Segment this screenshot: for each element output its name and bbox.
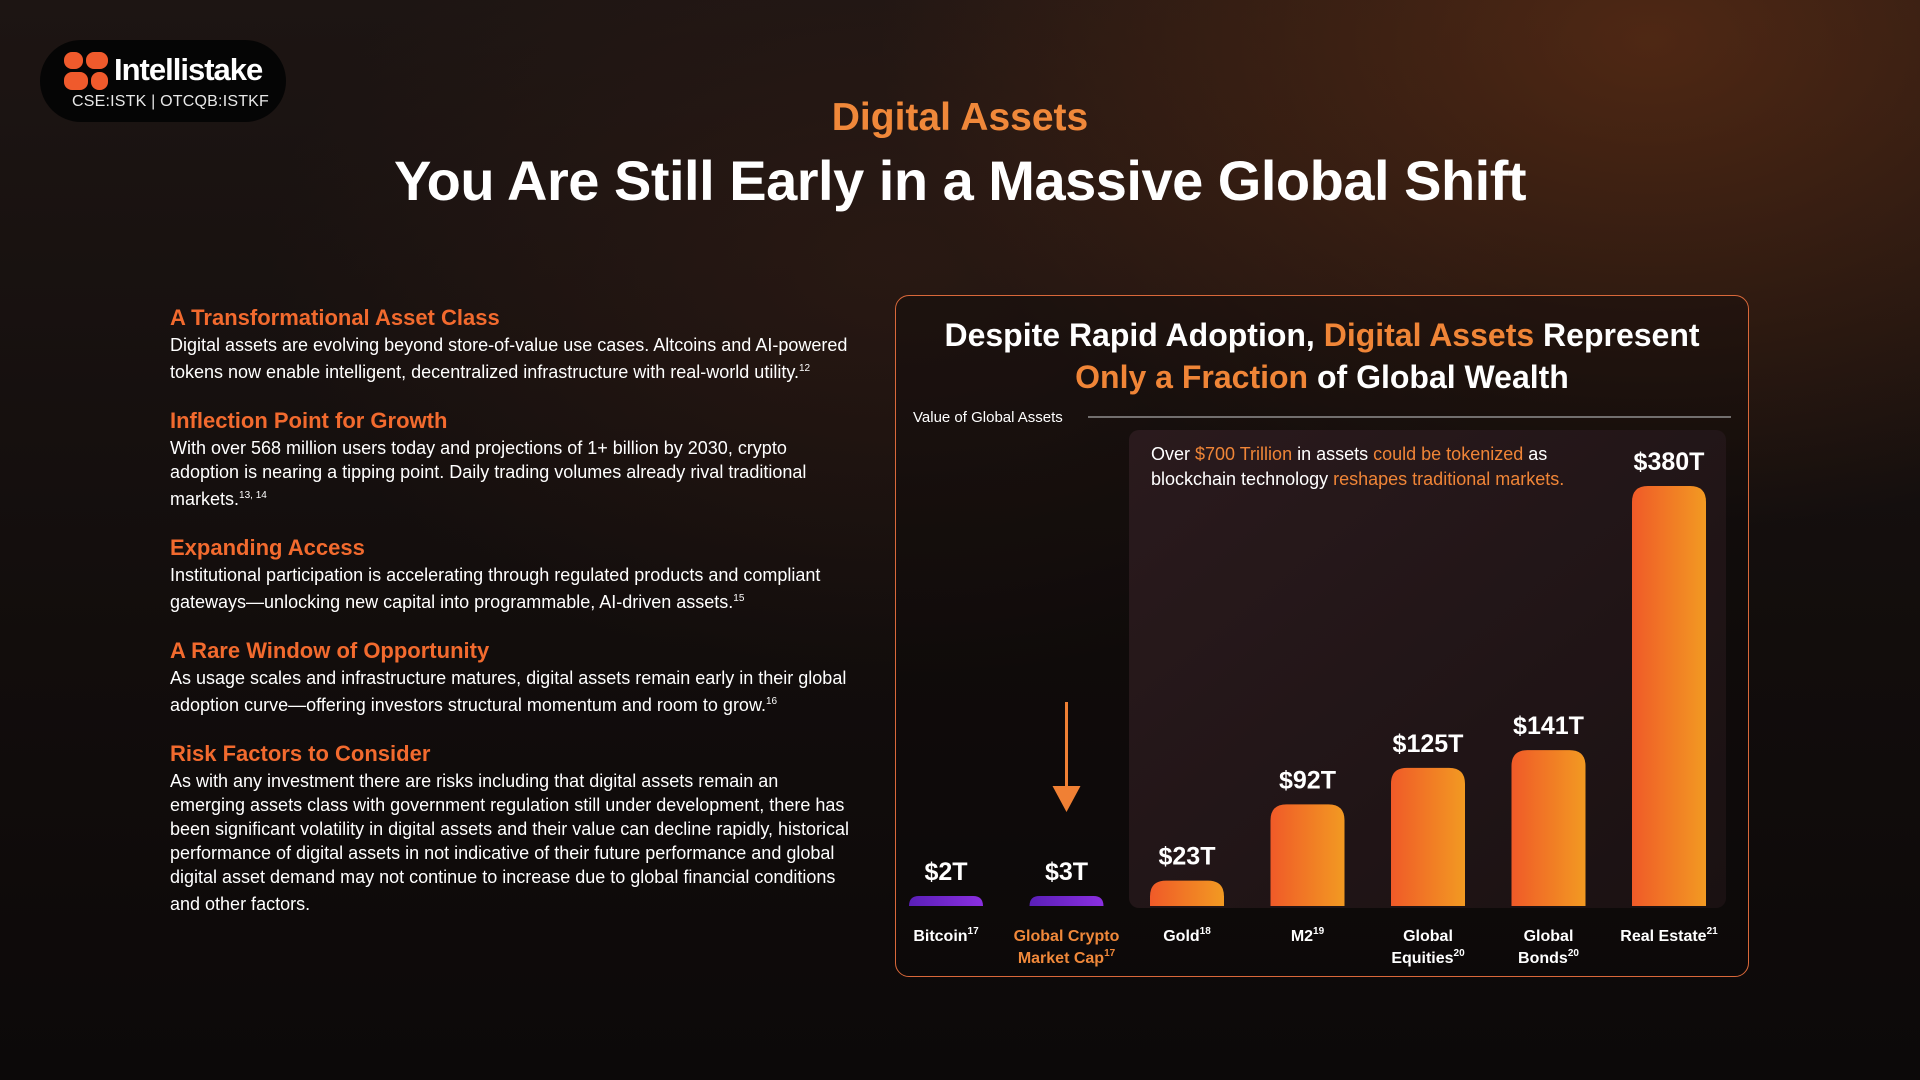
footnote-ref: 16: [765, 696, 778, 707]
key-point-title: A Rare Window of Opportunity: [170, 638, 490, 663]
tokenization-callout: Over $700 Trillion in assets could be to…: [1151, 444, 1565, 489]
key-point-body: Digital assets are evolving beyond store…: [170, 335, 848, 382]
key-points-list: A Transformational Asset Class Digital a…: [170, 305, 850, 940]
bar-value-label: $23T: [1159, 843, 1216, 871]
category-tick-label: Global Crypto: [1014, 928, 1120, 945]
chart-card-title: Despite Rapid Adoption, Digital Assets R…: [944, 317, 1700, 395]
bar-gold: [1150, 880, 1224, 906]
footnote-ref: 20: [1568, 948, 1580, 959]
down-arrow-icon: [1052, 702, 1081, 812]
key-point-title: Inflection Point for Growth: [170, 408, 448, 433]
key-point: Expanding Access Institutional participa…: [170, 535, 850, 614]
bar-m2: [1270, 804, 1345, 906]
brand-ticker: CSE:ISTK | OTCQB:ISTKF: [72, 93, 270, 110]
bar-value-label: $92T: [1279, 766, 1336, 794]
category-tick-label: Global: [1524, 928, 1574, 945]
bar-global-crypto-market-cap: [1029, 896, 1104, 906]
brand-name: Intellistake: [114, 52, 263, 87]
category-tick-label: Bonds20: [1518, 948, 1579, 967]
brand-mark-icon: [64, 52, 108, 90]
bar-value-label: $380T: [1634, 448, 1705, 476]
footnote-ref: 17: [968, 926, 980, 937]
bar-global-bonds: [1511, 750, 1586, 906]
bar-value-label: $141T: [1513, 712, 1584, 740]
footnote-ref: 19: [1313, 926, 1325, 937]
key-point: A Transformational Asset Class Digital a…: [170, 305, 850, 384]
bar-bitcoin: [909, 896, 983, 906]
footnote-ref: 17: [1104, 948, 1116, 959]
key-point: A Rare Window of Opportunity As usage sc…: [170, 638, 850, 717]
key-point-title: A Transformational Asset Class: [170, 305, 500, 330]
footnote-ref: 21: [1707, 926, 1719, 937]
category-tick-label: Global: [1403, 928, 1453, 945]
key-point-body: Institutional participation is accelerat…: [170, 565, 821, 612]
category-tick-label: Bitcoin17: [913, 926, 979, 945]
footnote-ref: 13, 14: [239, 490, 267, 501]
category-tick-label: Equities20: [1391, 948, 1465, 967]
footnote-ref: 18: [1200, 926, 1212, 937]
category-tick-label: M219: [1291, 926, 1325, 945]
section-eyebrow: Digital Assets: [831, 96, 1089, 139]
bar-value-label: $3T: [1045, 858, 1088, 886]
key-point: Risk Factors to Consider As with any inv…: [170, 741, 850, 916]
category-tick-label: Gold18: [1163, 926, 1211, 945]
bar-value-label: $2T: [924, 858, 967, 886]
key-point-body: As with any investment there are risks i…: [170, 771, 850, 914]
brand-logo: Intellistake CSE:ISTK | OTCQB:ISTKF: [40, 40, 286, 122]
key-point-body: With over 568 million users today and pr…: [170, 438, 807, 509]
key-point-title: Expanding Access: [170, 535, 365, 560]
key-point-title: Risk Factors to Consider: [170, 741, 431, 766]
category-tick-label: Market Cap17: [1018, 948, 1116, 967]
chart-axis-title: Value of Global Assets: [913, 409, 1063, 426]
footnote-ref: 12: [798, 363, 811, 374]
page-title: You Are Still Early in a Massive Global …: [393, 149, 1527, 212]
chart-card: Despite Rapid Adoption, Digital Assets R…: [895, 295, 1749, 977]
bar-real-estate: [1632, 486, 1706, 906]
bar-value-label: $125T: [1393, 730, 1464, 758]
footnote-ref: 20: [1454, 948, 1466, 959]
footnote-ref: 15: [733, 593, 745, 604]
key-point: Inflection Point for Growth With over 56…: [170, 408, 850, 511]
category-tick-label: Real Estate21: [1620, 926, 1718, 945]
asset-value-bar-chart: Value of Global Assets $2T Bitcoin17 $3T Gl…: [909, 409, 1731, 967]
bar-global-equities: [1391, 767, 1465, 906]
key-point-body: As usage scales and infrastructure matur…: [170, 668, 847, 715]
